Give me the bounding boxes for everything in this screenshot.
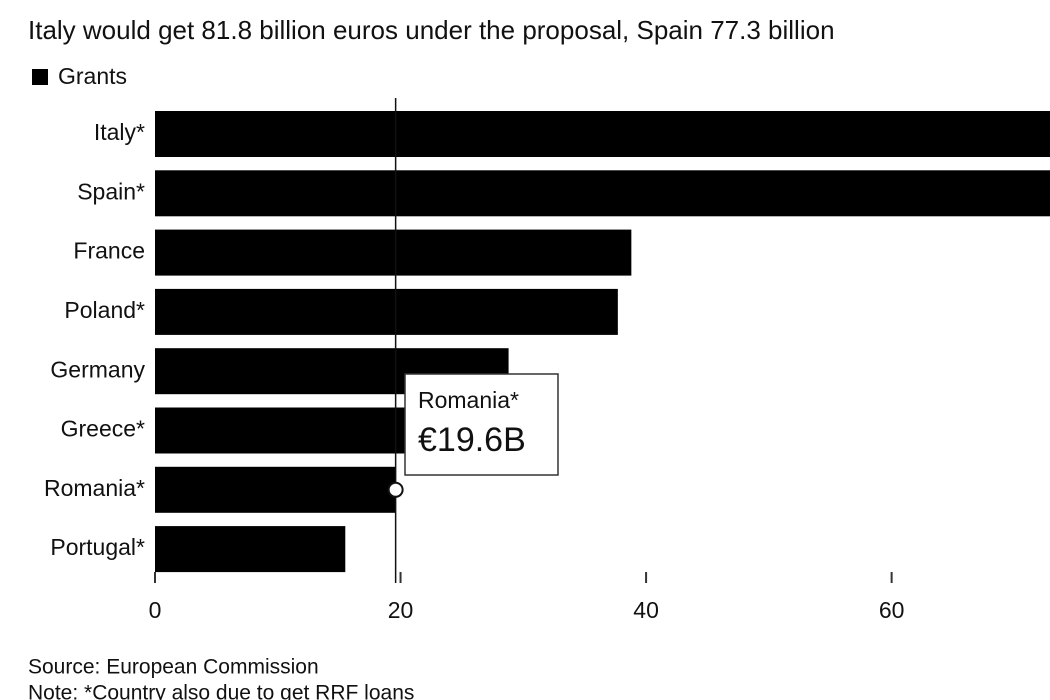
tooltip-value: €19.6B <box>418 421 526 459</box>
x-tick-label: 60 <box>879 597 905 623</box>
bar <box>155 407 433 454</box>
x-tick-label: 40 <box>633 597 659 623</box>
y-tick-label: Romania* <box>44 475 145 501</box>
plot-area <box>155 111 1050 573</box>
y-tick-label: Germany <box>50 356 145 382</box>
y-tick-label: Italy* <box>94 119 145 145</box>
x-tick-label: 0 <box>149 597 162 623</box>
y-tick-label: Spain* <box>77 178 145 204</box>
y-tick-label: Greece* <box>61 416 145 442</box>
chart-subtitle: Italy would get 81.8 billion euros under… <box>28 15 835 45</box>
legend-label: Grants <box>58 63 127 89</box>
bar <box>155 229 632 276</box>
hover-point <box>387 481 404 498</box>
source: Source: European Commission <box>28 656 319 679</box>
x-tick-label: 20 <box>388 597 414 623</box>
bar <box>155 288 618 335</box>
note: Note: *Country also due to get RRF loans <box>28 682 414 700</box>
bar <box>155 526 346 573</box>
bar <box>155 466 396 513</box>
legend-swatch <box>32 69 48 85</box>
y-tick-label: Poland* <box>64 297 145 323</box>
y-tick-label: Portugal* <box>50 534 145 560</box>
y-tick-label: France <box>73 238 145 264</box>
bar <box>155 111 1050 157</box>
tooltip-box <box>404 373 559 476</box>
tooltip-label: Romania* <box>418 387 519 413</box>
bar <box>155 170 1050 217</box>
